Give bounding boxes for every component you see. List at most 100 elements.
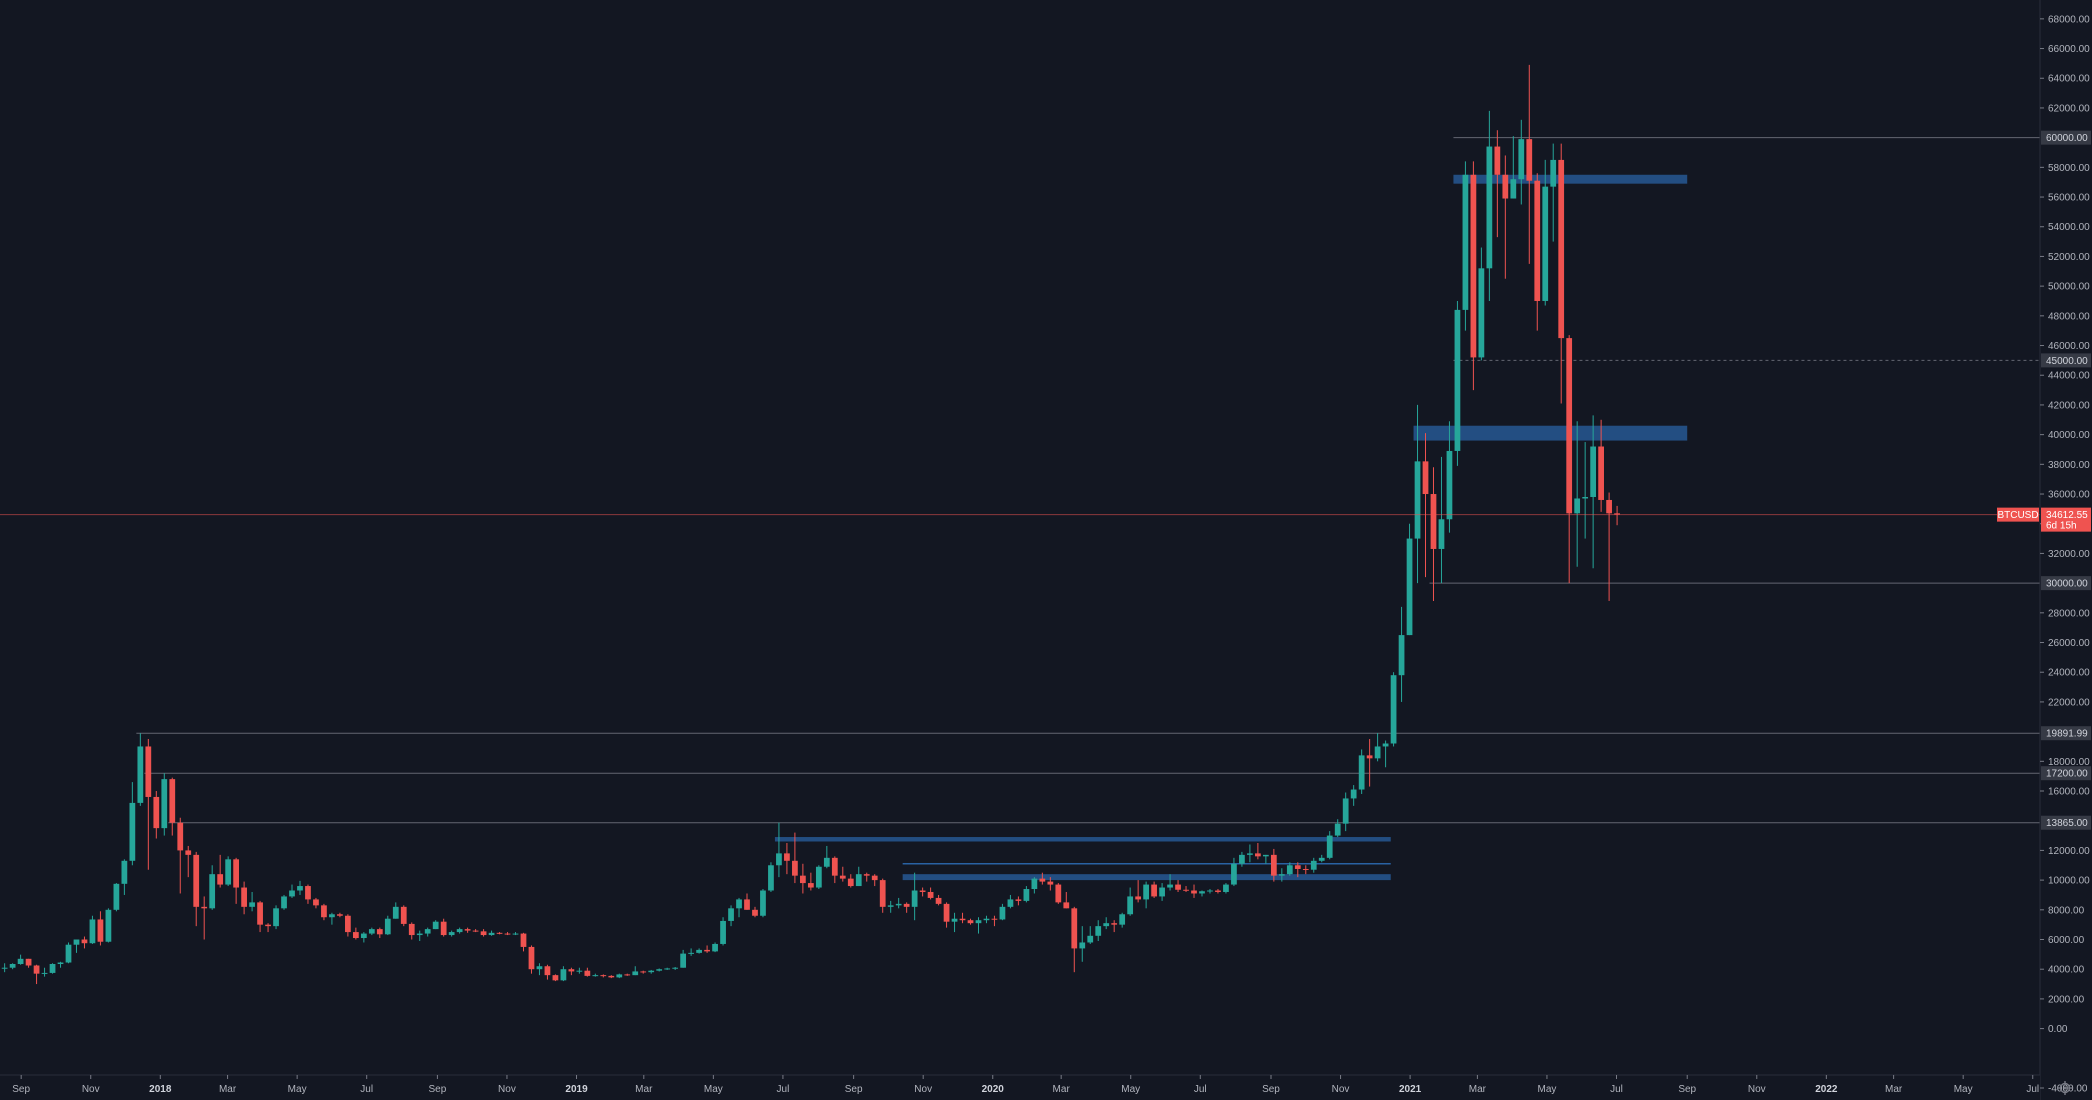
candle	[720, 917, 726, 946]
candle	[464, 927, 471, 933]
x-tick-label: Jul	[1194, 1084, 1207, 1095]
candle-body	[57, 962, 64, 965]
candle	[807, 872, 814, 891]
candle-body	[1239, 854, 1245, 864]
candle-body	[744, 899, 750, 910]
y-tick-label: 2000.00	[2048, 994, 2085, 1005]
candle-body	[1382, 743, 1389, 747]
candle	[1223, 883, 1229, 894]
candle-body	[1310, 860, 1317, 870]
candle	[792, 832, 798, 884]
candle-body	[49, 964, 56, 973]
candle	[225, 856, 232, 887]
y-tick-label: 32000.00	[2048, 549, 2090, 560]
candle	[432, 920, 439, 930]
candle	[568, 967, 575, 976]
candle	[1494, 130, 1501, 238]
candle	[728, 905, 734, 927]
candle-body	[887, 905, 894, 907]
candle-body	[345, 915, 351, 933]
candle	[249, 891, 255, 912]
candle-body	[233, 859, 240, 888]
candle	[951, 912, 958, 933]
y-axis-panel[interactable]	[2040, 0, 2092, 1074]
candle	[967, 918, 974, 925]
candle	[512, 932, 519, 936]
candle-body	[504, 933, 511, 935]
candle	[1422, 433, 1429, 578]
candle	[1199, 890, 1205, 897]
settings-gear-icon[interactable]	[2058, 1081, 2072, 1095]
candle-body	[1039, 878, 1046, 882]
candle-body	[97, 919, 104, 942]
candle	[1095, 920, 1102, 941]
candle-body	[871, 875, 878, 881]
candle-body	[1574, 498, 1581, 514]
candle	[600, 974, 607, 978]
candle	[424, 927, 431, 937]
candle	[1039, 872, 1046, 885]
support-zone-2	[774, 837, 1391, 842]
candle	[999, 903, 1006, 921]
candle-body	[1510, 179, 1517, 199]
candle	[97, 911, 104, 946]
candle-body	[1454, 309, 1461, 451]
candle-body	[815, 866, 822, 888]
candle-body	[672, 967, 679, 969]
x-tick-label: 2022	[1815, 1084, 1838, 1095]
candle-body	[584, 970, 591, 976]
y-tick-label: 8000.00	[2048, 905, 2085, 916]
candle	[440, 918, 447, 937]
candle	[1334, 819, 1341, 838]
candle	[1286, 862, 1293, 876]
level-badge-label: 17200.00	[2046, 769, 2088, 780]
candle-body	[1518, 139, 1525, 180]
candle-body	[879, 880, 886, 907]
candle-body	[1063, 902, 1070, 909]
candle	[1382, 740, 1389, 768]
candle	[169, 777, 176, 836]
candle	[839, 866, 846, 882]
candle	[855, 866, 862, 887]
candle	[33, 964, 40, 985]
candle	[648, 969, 655, 974]
symbol-tag-bg	[1997, 507, 2039, 522]
candle	[1135, 880, 1142, 903]
candle	[943, 902, 950, 928]
candle-body	[73, 939, 80, 945]
level-badge-bg	[2041, 353, 2091, 368]
candle-body	[991, 918, 998, 920]
candle	[1558, 143, 1565, 404]
candle-body	[1398, 635, 1405, 676]
candle-body	[847, 878, 854, 887]
x-axis-panel[interactable]	[0, 1075, 2040, 1100]
candle	[768, 862, 774, 892]
y-tick-label: 16000.00	[2048, 787, 2090, 798]
candle-body	[919, 890, 926, 892]
y-tick-label: 6000.00	[2048, 935, 2085, 946]
candle	[1270, 848, 1277, 882]
candle-body	[480, 931, 487, 936]
candle	[1215, 889, 1221, 894]
candle-body	[249, 902, 255, 907]
candle	[752, 906, 758, 918]
candle	[552, 974, 559, 982]
candle	[49, 963, 56, 974]
candle	[57, 961, 64, 968]
candle-body	[368, 929, 375, 934]
candle-body	[728, 908, 734, 921]
candle	[121, 859, 128, 895]
candle	[1502, 155, 1509, 279]
candle	[1542, 159, 1549, 306]
candle	[903, 902, 910, 913]
x-tick-label: May	[1954, 1084, 1973, 1095]
candle	[831, 856, 838, 884]
candle	[161, 773, 168, 836]
candle-body	[217, 874, 224, 885]
candle-body	[1502, 174, 1509, 199]
y-axis-ticks: -4000.00 0.00 2000.00 4000.00 6000.00 8000.00…	[2040, 14, 2090, 1095]
level-badge-bg	[2041, 726, 2091, 741]
candle	[608, 975, 615, 979]
x-tick-label: Jul	[1610, 1084, 1623, 1095]
candle	[25, 958, 32, 968]
